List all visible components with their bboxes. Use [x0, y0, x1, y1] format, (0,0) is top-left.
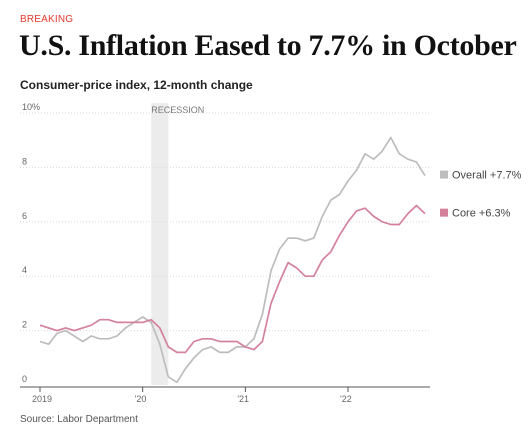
- breaking-label: BREAKING: [20, 14, 74, 25]
- legend-label-overall: Overall +7.7%: [452, 170, 522, 182]
- headline: U.S. Inflation Eased to 7.7% in October: [19, 29, 517, 62]
- y-tick-label: 2: [22, 320, 27, 330]
- y-tick-label: 6: [22, 211, 27, 221]
- y-tick-label: 0: [22, 374, 27, 384]
- y-tick-label: 8: [22, 156, 27, 166]
- y-tick-label: 4: [22, 265, 27, 275]
- x-tick-label: '21: [237, 394, 249, 404]
- series-line-core: [39, 204, 426, 354]
- source-note: Source: Labor Department: [20, 414, 138, 425]
- legend-label-core: Core +6.3%: [452, 208, 511, 220]
- y-tick-label: 10%: [22, 102, 40, 112]
- chart-subtitle: Consumer-price index, 12-month change: [20, 78, 253, 92]
- legend-swatch-core: [440, 208, 448, 217]
- legend-swatch-overall: [440, 170, 448, 179]
- recession-label: RECESSION: [151, 105, 204, 115]
- x-tick-label: '20: [135, 394, 147, 404]
- x-tick-label: 2019: [32, 394, 52, 404]
- x-tick-label: '22: [340, 394, 352, 404]
- series-line-overall: [39, 136, 426, 384]
- recession-band: [151, 103, 169, 385]
